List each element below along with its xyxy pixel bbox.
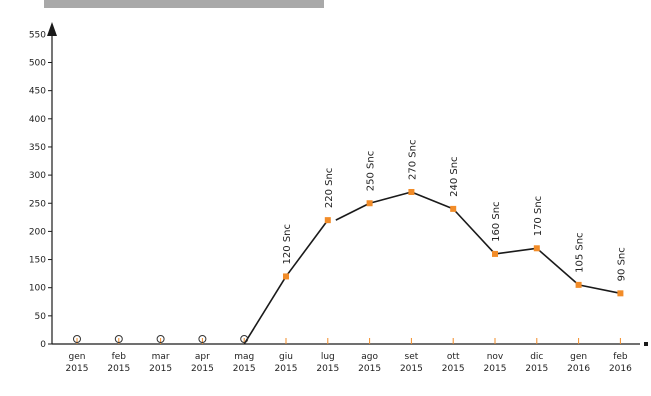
series-line-segment (369, 191, 412, 205)
x-tick-label-month: giu (279, 352, 293, 362)
y-tick-label: 500 (29, 59, 46, 69)
x-tick-label-month: feb (112, 352, 127, 362)
x-tick-label-year: 2016 (567, 364, 590, 374)
y-axis-ticks: 0 50 100 150 200 250 300 350 400 450 500 550 (29, 30, 52, 350)
data-label: 105 Snc (575, 232, 586, 272)
data-point (617, 290, 624, 297)
data-label: 250 Snc (366, 151, 377, 191)
x-tick-label-year: 2015 (484, 364, 507, 374)
x-tick-label-month: gen (570, 352, 587, 362)
series-line-segment (452, 208, 496, 255)
series-line-segment (536, 247, 580, 286)
series-line-segment (494, 247, 537, 255)
x-tick-label-month: feb (613, 352, 628, 362)
data-point (324, 217, 331, 224)
data-point (492, 250, 498, 257)
header-bar (44, 0, 324, 8)
x-tick-label-year: 2015 (233, 364, 256, 374)
x-tick-label-year: 2015 (358, 364, 381, 374)
data-label: 120 Snc (282, 224, 293, 264)
x-tick-label-month: nov (487, 352, 504, 362)
data-point-zero (73, 335, 81, 343)
data-point (450, 205, 457, 212)
data-point (283, 273, 289, 280)
y-tick-label: 100 (29, 284, 46, 294)
data-point (575, 281, 582, 288)
data-point (533, 245, 540, 252)
y-tick-label: 550 (29, 30, 46, 40)
series (73, 188, 624, 345)
y-tick-label: 50 (35, 312, 47, 322)
x-tick-label-year: 2015 (525, 364, 548, 374)
y-tick-label: 250 (29, 199, 46, 209)
x-tick-label-month: ago (361, 352, 378, 362)
series-line-segment (411, 191, 454, 210)
y-tick-label: 200 (29, 227, 46, 237)
x-tick-label-month: ott (447, 352, 460, 362)
x-tick-label-year: 2015 (149, 364, 172, 374)
y-tick-label: 0 (40, 340, 46, 350)
x-tick-label-year: 2015 (316, 364, 339, 374)
data-label: 160 Snc (491, 201, 502, 241)
series-line-segment (335, 202, 370, 221)
x-tick-label-year: 2015 (191, 364, 214, 374)
data-point (408, 188, 415, 195)
x-tick-label-month: apr (195, 352, 210, 362)
data-label: 240 Snc (449, 156, 460, 196)
x-tick-label-month: mar (152, 352, 170, 362)
y-tick-label: 300 (29, 171, 46, 181)
x-tick-label-month: dic (530, 352, 543, 362)
data-label: 90 Snc (616, 247, 627, 281)
x-tick-label-year: 2015 (275, 364, 298, 374)
x-tick-label-month: set (405, 352, 419, 362)
y-axis-arrow (47, 22, 57, 36)
x-tick-label-month: lug (321, 352, 335, 362)
y-tick-label: 450 (29, 87, 46, 97)
x-axis-end-marker (644, 342, 648, 346)
x-tick-label-year: 2015 (107, 364, 130, 374)
data-label: 170 Snc (533, 196, 544, 236)
data-label: 220 Snc (324, 168, 335, 208)
series-line-segment (243, 276, 287, 345)
data-point-zero (156, 335, 165, 343)
x-tick-label-year: 2015 (400, 364, 423, 374)
data-point-zero (240, 335, 249, 343)
series-line-segment (578, 284, 621, 295)
x-tick-label-year: 2016 (609, 364, 632, 374)
y-tick-label: 400 (29, 115, 46, 125)
x-tick-label-month: gen (69, 352, 86, 362)
data-labels: 120 Snc 220 Snc 250 Snc 270 Snc 240 Snc 160 S… (282, 140, 627, 282)
series-line-segment (285, 219, 329, 277)
data-point-zero (114, 335, 123, 343)
x-tick-label-year: 2015 (66, 364, 89, 374)
y-tick-label: 150 (29, 256, 46, 266)
x-tick-label-month: mag (234, 352, 254, 362)
data-label: 270 Snc (407, 140, 418, 180)
data-point-zero (198, 335, 207, 343)
x-tick-label-year: 2015 (442, 364, 465, 374)
y-tick-label: 350 (29, 143, 46, 153)
chart-axes (47, 22, 648, 346)
data-point (366, 200, 373, 207)
